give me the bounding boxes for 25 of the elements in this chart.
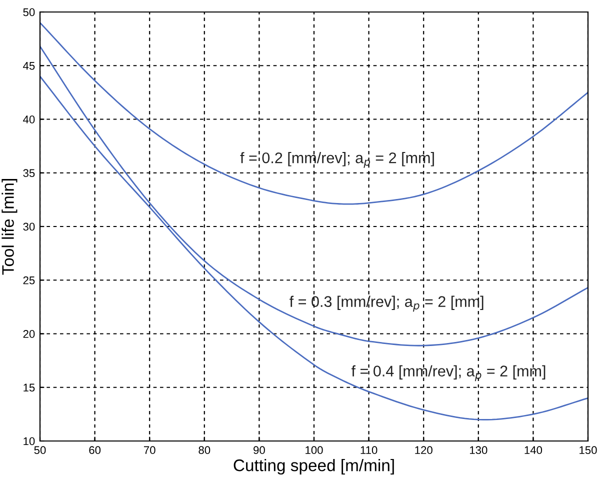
x-tick-label: 70 — [144, 446, 156, 454]
y-tick-label: 15 — [24, 384, 35, 392]
y-tick-label: 10 — [24, 437, 35, 446]
y-tick-label: 45 — [23, 62, 35, 70]
x-tick-label: 80 — [198, 446, 210, 454]
y-tick-label: 30 — [23, 222, 35, 231]
x-tick-label: 50 — [34, 446, 46, 454]
x-axis-title: Cutting speed [m/min] — [234, 458, 394, 475]
annotation: f = 0.3 [mm/rev]; a$_{p}$ = 2 [mm] — [290, 296, 484, 312]
x-tick-label: 120 — [415, 446, 432, 454]
x-tick-label: 140 — [524, 446, 542, 454]
annotation: f = 0.2 [mm/rev]; a$_{p}$ = 2 [mm] — [240, 152, 434, 168]
x-tick-label: 130 — [470, 446, 488, 454]
y-tick-label: 20 — [23, 330, 35, 338]
annotation: f = 0.4 [mm/rev]; a$_{p}$ = 2 [mm] — [351, 365, 546, 382]
y-tick-label: 35 — [23, 169, 35, 178]
y-tick-label: 50 — [23, 8, 35, 16]
x-tick-label: 60 — [89, 446, 101, 454]
x-tick-label: 150 — [580, 446, 597, 454]
y-tick-label: 40 — [23, 116, 35, 124]
x-tick-label: 90 — [254, 446, 265, 454]
x-tick-label: 110 — [360, 446, 378, 454]
x-tick-label: 100 — [306, 446, 323, 454]
y-axis-title: Tool life [min] — [2, 179, 18, 275]
y-tick-label: 25 — [23, 276, 35, 284]
